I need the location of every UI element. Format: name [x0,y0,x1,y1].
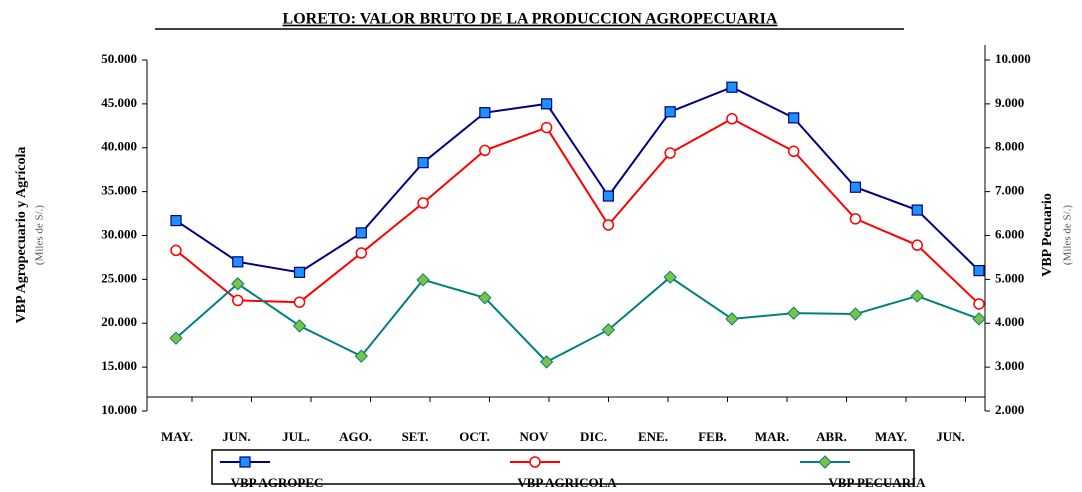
point [170,214,182,227]
point [726,81,738,93]
point [354,349,369,363]
y2-tick-label: 4.000 [995,314,1024,329]
y-axis-title: VBP Agropecuario y Agrícola [14,147,29,324]
point [232,294,244,307]
legend-marker [818,455,832,469]
y-tick-label: 10.000 [101,402,137,417]
point [788,112,800,124]
point [169,331,183,345]
x-tick-label: MAR. [755,429,789,444]
point [232,256,244,268]
y-tick-label: 25.000 [101,270,137,285]
y2-tick-label: 10.000 [995,51,1031,66]
y-tick-label: 45.000 [101,95,137,110]
series-line [175,275,980,364]
y2-tick-label: 2.000 [995,402,1024,417]
point [849,213,862,225]
x-tick-label: ENE. [638,429,668,444]
point [602,190,614,202]
point [539,355,554,369]
x-tick-label: MAY. [161,429,193,444]
x-tick-label: JUL. [282,429,310,444]
x-tick-label: NOV [520,429,550,444]
y2-tick-label: 7.000 [995,183,1024,198]
point [664,147,676,159]
y-tick-label: 30.000 [101,226,137,241]
x-tick-label: JUN. [936,429,965,444]
point [786,306,801,320]
point [726,113,738,125]
point [972,312,986,326]
point [231,277,245,291]
y2-tick-label: 5.000 [995,270,1024,285]
x-tick-label: ABR. [816,429,847,444]
point [849,181,862,193]
y-tick-label: 50.000 [101,51,137,66]
point [416,273,430,287]
legend-label: VBP PECUARIA [828,475,926,490]
point [479,107,491,119]
point [725,312,739,326]
x-tick-label: FEB. [698,429,727,444]
series-line [175,117,980,305]
point [973,298,985,310]
y2-tick-label: 3.000 [995,358,1024,373]
point [663,270,677,284]
point [602,219,615,231]
y-axis-subtitle: (Miles de S/.) [34,205,46,266]
y-tick-label: 20.000 [101,314,137,329]
point [293,266,306,278]
y2-tick-label: 9.000 [995,95,1024,110]
chart-title: LORETO: VALOR BRUTO DE LA PRODUCCION AGR… [283,11,778,28]
legend-marker [239,456,251,468]
point [293,296,306,308]
x-tick-label: SET. [402,429,429,444]
y-tick-label: 15.000 [101,358,137,373]
point [910,289,924,303]
point [973,265,985,277]
legend-label: VBP AGRICOLA [517,475,617,490]
y2-axis-title: VBP Pecuario [1040,193,1055,277]
legend-label: VBP AGROPEC [231,475,324,490]
point [787,145,800,158]
point [292,319,307,333]
y2-axis-subtitle: (Miles de S/.) [1062,205,1074,266]
point [355,247,368,259]
x-tick-label: JUN. [222,429,251,444]
y2-tick-label: 6.000 [995,226,1024,241]
point [601,323,616,337]
x-tick-label: OCT. [459,429,489,444]
x-tick-label: DIC. [580,429,607,444]
y2-tick-label: 8.000 [995,139,1024,154]
point [911,204,923,216]
point [541,98,553,110]
x-tick-label: MAY. [875,429,907,444]
point [664,106,676,118]
point [478,291,492,305]
point [911,239,923,251]
point [479,144,491,157]
point [170,244,182,257]
point [848,307,863,321]
point [417,157,429,169]
point [355,227,367,239]
point [417,197,429,209]
x-tick-label: AGO. [339,429,372,444]
series-line [175,86,980,274]
legend-box [211,449,915,485]
y-tick-label: 40.000 [101,139,137,154]
y-tick-label: 35.000 [101,183,137,198]
point [540,121,553,134]
legend-marker [529,456,541,468]
